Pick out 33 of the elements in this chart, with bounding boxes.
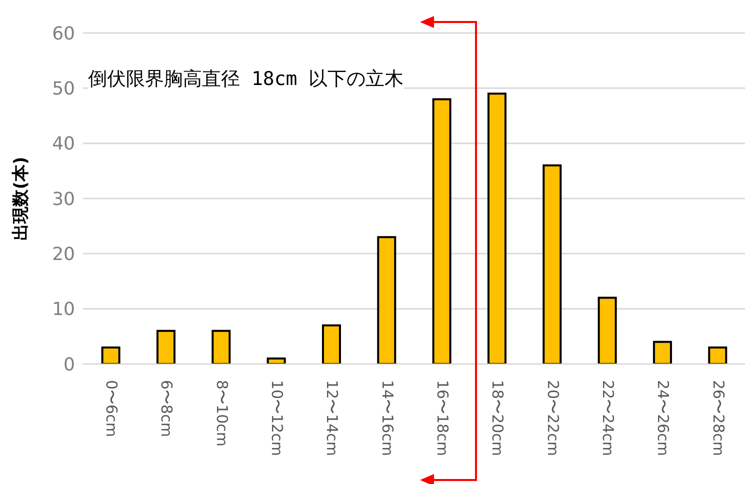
bar [432,98,452,364]
x-tick-label: 18〜20cm [488,380,507,456]
y-axis-title: 出現数(本) [11,156,32,240]
bar [542,164,562,364]
bar [377,236,396,364]
x-tick-label: 12〜14cm [323,380,342,456]
y-tick-label: 0 [64,354,75,376]
x-tick-label: 16〜18cm [433,380,452,456]
bar [266,357,286,364]
bar [708,346,728,364]
y-tick-label: 60 [52,23,75,44]
bar [487,92,506,364]
x-tick-label: 20〜22cm [544,380,562,456]
x-tick-label: 22〜24cm [598,380,617,456]
y-tick-label: 30 [52,188,75,210]
y-tick-label: 50 [52,78,75,100]
y-tick-label: 40 [52,134,75,155]
x-tick-label: 8〜10cm [212,380,231,446]
x-tick-label: 24〜26cm [654,380,672,456]
x-tick-label: 6〜8cm [158,380,176,437]
bar [156,330,176,364]
y-tick-label: 20 [52,244,75,266]
bar [598,296,617,364]
bar [652,340,672,364]
y-tick-label: 10 [52,299,75,320]
x-tick-label: 14〜16cm [378,380,396,456]
annotation: 倒伏限界胸高直径 18cm 以下の立木 [88,66,404,92]
x-tick-label: 26〜28cm [709,380,728,456]
bar [101,346,120,364]
x-tick-label: 0〜6cm [102,380,120,437]
bar [212,330,231,364]
x-tick-label: 10〜12cm [268,380,286,456]
bar [322,324,341,364]
